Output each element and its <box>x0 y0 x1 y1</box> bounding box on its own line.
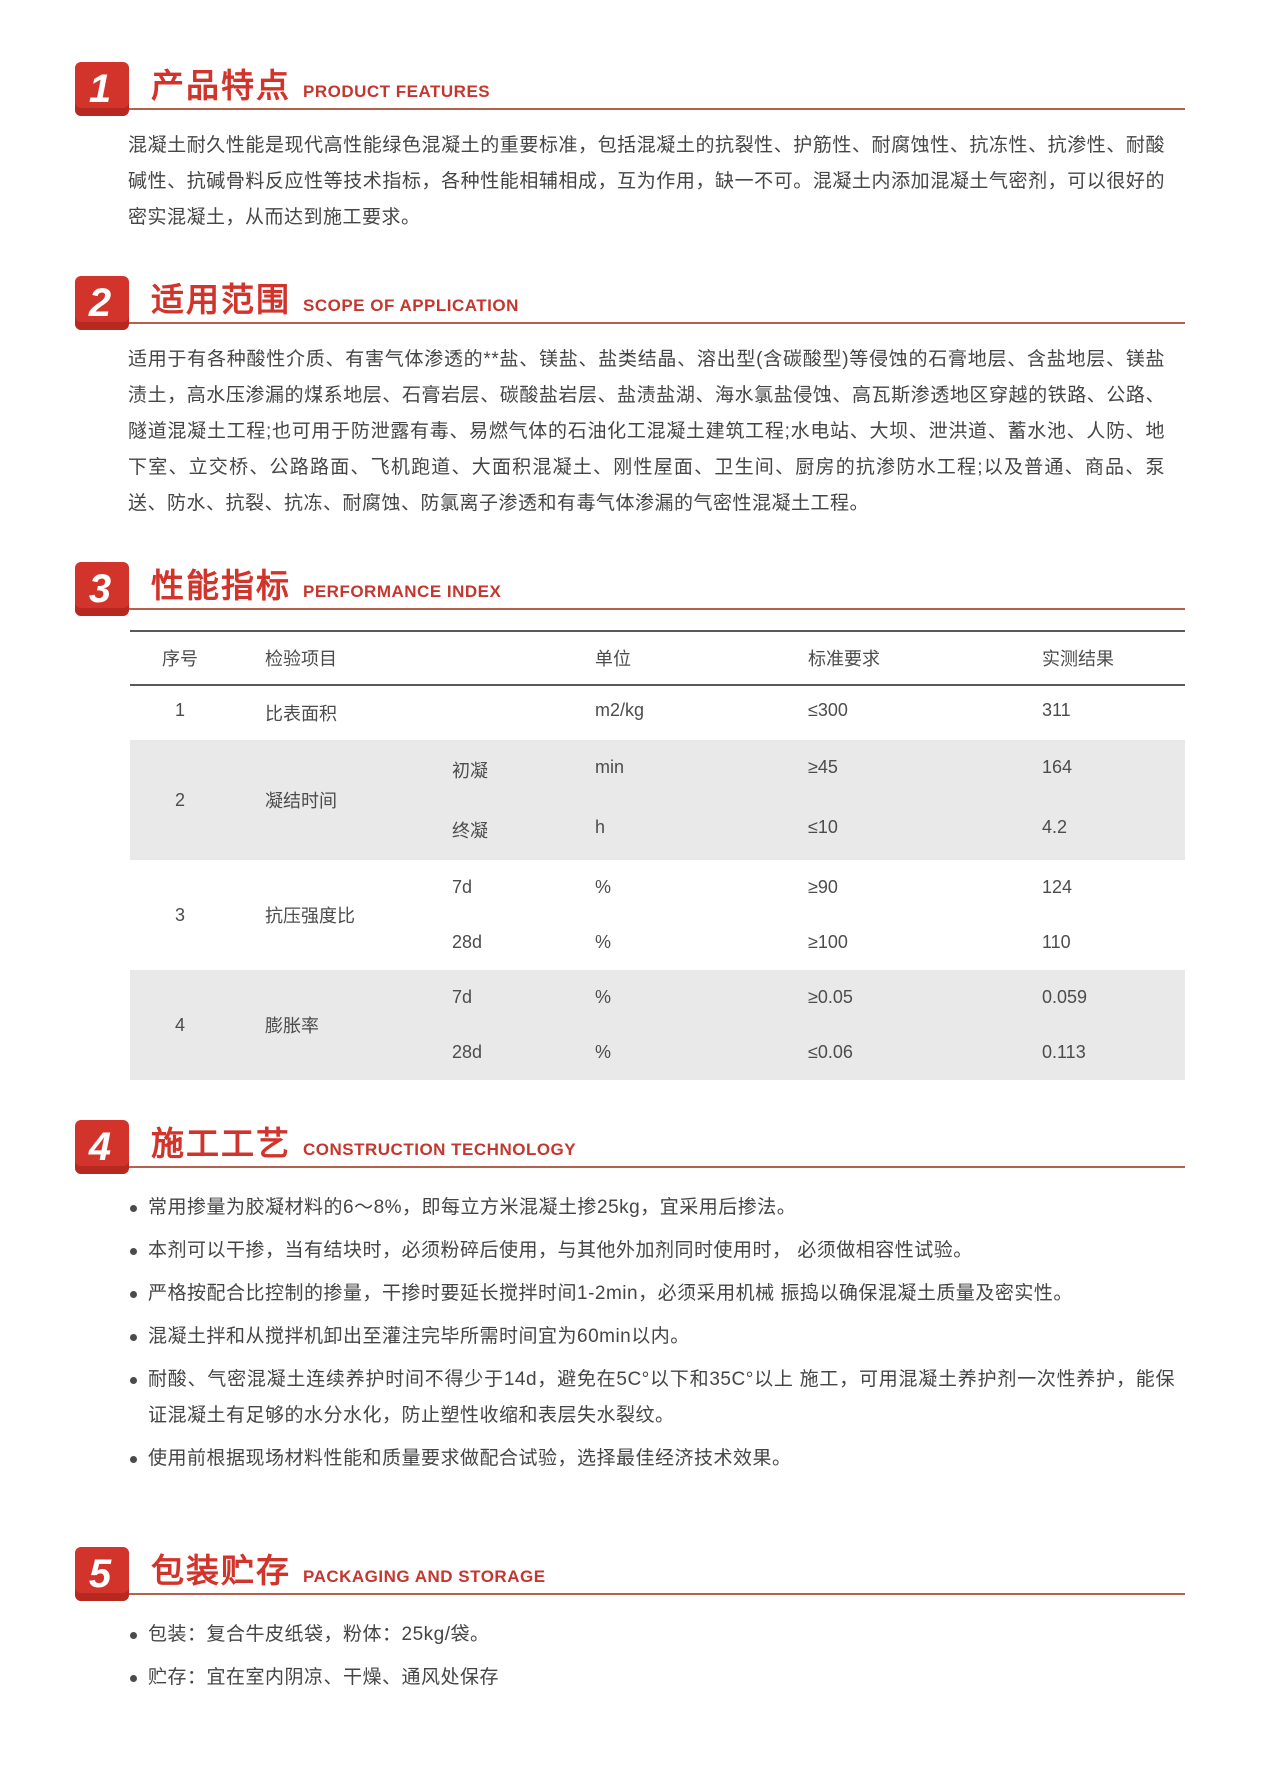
row-req: ≥100 <box>808 932 848 952</box>
col-header-unit: 单位 <box>595 649 631 669</box>
row-unit: m2/kg <box>595 700 645 720</box>
row-result: 0.113 <box>1042 1042 1086 1062</box>
row-unit: % <box>595 1042 612 1062</box>
row-no: 4 <box>174 1014 185 1035</box>
bullet-item: 包装：复合牛皮纸袋，粉体：25kg/袋。 <box>128 1617 1175 1653</box>
row-result: 311 <box>1042 700 1071 720</box>
table-row: 1 比表面积 m2/kg ≤300 311 <box>130 686 1185 740</box>
row-sub: 7d <box>452 877 473 897</box>
section-title-zh: 施工工艺 <box>151 1125 291 1162</box>
col-header-item: 检验项目 <box>265 649 337 669</box>
section-header: 4 施工工艺 CONSTRUCTION TECHNOLOGY <box>75 1110 1185 1174</box>
performance-table: 序号 检验项目 单位 标准要求 实测结果 1 比表面积 m2/kg ≤300 3… <box>130 630 1185 1080</box>
section-body-text: 适用于有各种酸性介质、有害气体渗透的**盐、镁盐、盐类结晶、溶出型(含碳酸型)等… <box>128 349 1165 514</box>
section-title-zh: 性能指标 <box>151 567 291 604</box>
row-result: 164 <box>1042 757 1073 777</box>
section-title-en: CONSTRUCTION TECHNOLOGY <box>303 1140 577 1159</box>
row-result: 0.059 <box>1042 987 1088 1007</box>
section-performance-index: 3 性能指标 PERFORMANCE INDEX 序号 检验项目 单位 标准要求… <box>75 552 1185 1080</box>
section-title-en: PACKAGING AND STORAGE <box>303 1567 546 1586</box>
bullet-item: 本剂可以干掺，当有结块时，必须粉碎后使用，与其他外加剂同时使用时， 必须做相容性… <box>128 1233 1175 1269</box>
section-title-en: PERFORMANCE INDEX <box>303 582 502 601</box>
row-no: 3 <box>174 904 185 925</box>
row-sub: 28d <box>452 932 483 952</box>
table-row: 2 凝结时间 初凝 min ≥45 164 终凝 h ≤10 4.2 <box>130 740 1185 860</box>
row-no: 2 <box>174 789 185 810</box>
section-title-zh: 产品特点 <box>151 67 291 104</box>
section-construction-technology: 4 施工工艺 CONSTRUCTION TECHNOLOGY 常用掺量为胶凝材料… <box>75 1110 1185 1477</box>
row-item: 抗压强度比 <box>265 906 355 926</box>
row-sub: 28d <box>452 1042 483 1062</box>
row-sub: 初凝 <box>452 761 488 781</box>
section-body-text: 混凝土耐久性能是现代高性能绿色混凝土的重要标准，包括混凝土的抗裂性、护筋性、耐腐… <box>128 135 1165 228</box>
row-req: ≤300 <box>808 700 848 720</box>
section-title-en: PRODUCT FEATURES <box>303 82 491 101</box>
section-number-badge: 3 <box>75 562 129 616</box>
section-scope-of-application: 2 适用范围 SCOPE OF APPLICATION 适用于有各种酸性介质、有… <box>75 266 1185 522</box>
row-item: 膨胀率 <box>265 1016 319 1036</box>
row-sub <box>430 686 560 740</box>
construction-bullet-list: 常用掺量为胶凝材料的6～8%，即每立方米混凝土掺25kg，宜采用后掺法。 本剂可… <box>128 1190 1175 1477</box>
row-unit: min <box>595 757 625 777</box>
section-title-zh: 包装贮存 <box>151 1552 291 1589</box>
section-number-badge: 4 <box>75 1120 129 1174</box>
section-header: 1 产品特点 PRODUCT FEATURES <box>75 52 1185 116</box>
col-header-requirement: 标准要求 <box>808 649 880 669</box>
bullet-item: 常用掺量为胶凝材料的6～8%，即每立方米混凝土掺25kg，宜采用后掺法。 <box>128 1190 1175 1226</box>
section-number-badge: 5 <box>75 1547 129 1601</box>
row-req: ≥90 <box>808 877 838 897</box>
bullet-item: 严格按配合比控制的掺量，干掺时要延长搅拌时间1-2min，必须采用机械 振捣以确… <box>128 1276 1175 1312</box>
row-no: 1 <box>174 700 185 720</box>
table-row: 3 抗压强度比 7d % ≥90 124 28d % ≥100 110 <box>130 860 1185 970</box>
row-unit: % <box>595 987 612 1007</box>
section-packaging-storage: 5 包装贮存 PACKAGING AND STORAGE 包装：复合牛皮纸袋，粉… <box>75 1537 1185 1696</box>
row-result: 4.2 <box>1042 817 1068 837</box>
table-row: 4 膨胀率 7d % ≥0.05 0.059 28d % ≤0.06 0.113 <box>130 970 1185 1080</box>
row-sub: 终凝 <box>452 821 488 841</box>
row-item: 比表面积 <box>265 704 337 724</box>
row-unit: % <box>595 932 612 952</box>
section-header: 3 性能指标 PERFORMANCE INDEX <box>75 552 1185 616</box>
table-header-row: 序号 检验项目 单位 标准要求 实测结果 <box>130 630 1185 686</box>
col-header-result: 实测结果 <box>1042 649 1114 669</box>
packaging-bullet-list: 包装：复合牛皮纸袋，粉体：25kg/袋。 贮存：宜在室内阴凉、干燥、通风处保存 <box>128 1617 1175 1696</box>
bullet-item: 混凝土拌和从搅拌机卸出至灌注完毕所需时间宜为60min以内。 <box>128 1319 1175 1355</box>
row-unit: % <box>595 877 612 897</box>
bullet-item: 使用前根据现场材料性能和质量要求做配合试验，选择最佳经济技术效果。 <box>128 1441 1175 1477</box>
section-header: 2 适用范围 SCOPE OF APPLICATION <box>75 266 1185 330</box>
col-header-sub <box>430 632 560 684</box>
bullet-item: 贮存：宜在室内阴凉、干燥、通风处保存 <box>128 1660 1175 1696</box>
section-number-badge: 1 <box>75 62 129 116</box>
row-req: ≥0.05 <box>808 987 853 1007</box>
section-product-features: 1 产品特点 PRODUCT FEATURES 混凝土耐久性能是现代高性能绿色混… <box>75 52 1185 236</box>
row-req: ≥45 <box>808 757 838 777</box>
row-req: ≤10 <box>808 817 838 837</box>
col-header-no: 序号 <box>162 649 198 669</box>
section-number-badge: 2 <box>75 276 129 330</box>
section-header: 5 包装贮存 PACKAGING AND STORAGE <box>75 1537 1185 1601</box>
section-title-zh: 适用范围 <box>151 281 291 318</box>
bullet-item: 耐酸、气密混凝土连续养护时间不得少于14d，避免在5C°以下和35C°以上 施工… <box>128 1362 1175 1434</box>
row-req: ≤0.06 <box>808 1042 853 1062</box>
row-item: 凝结时间 <box>265 791 337 811</box>
row-result: 110 <box>1042 932 1071 952</box>
row-sub: 7d <box>452 987 473 1007</box>
row-result: 124 <box>1042 877 1073 897</box>
row-unit: h <box>595 817 606 837</box>
section-title-en: SCOPE OF APPLICATION <box>303 296 519 315</box>
